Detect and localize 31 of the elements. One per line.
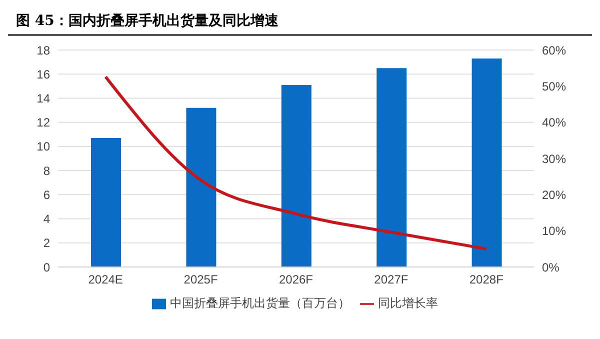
x-tick-label: 2028F [469, 272, 504, 287]
bar [281, 84, 312, 267]
y2-tick-label: 30% [542, 152, 566, 166]
x-tick-label: 2027F [374, 272, 408, 287]
y-tick-label: 14 [36, 91, 50, 106]
y2-tick-label: 50% [542, 79, 566, 94]
bar [376, 68, 407, 267]
y-tick-label: 18 [36, 43, 50, 58]
y-tick-label: 8 [43, 164, 50, 178]
y-tick-label: 16 [36, 67, 50, 82]
y2-tick-label: 60% [542, 43, 566, 58]
y2-tick-label: 40% [542, 116, 566, 130]
x-tick-label: 2026F [278, 272, 314, 287]
x-tick-label: 2024E [88, 272, 123, 287]
y-tick-label: 12 [36, 116, 50, 130]
legend-label: 同比增长率 [378, 296, 438, 310]
bar [472, 58, 502, 267]
legend-label: 中国折叠屏手机出货量（百万台） [170, 296, 350, 310]
bar [186, 108, 216, 267]
y2-tick-label: 10% [542, 224, 566, 238]
line-series [104, 75, 488, 250]
x-tick-label: 2025F [184, 272, 218, 287]
y2-tick-label: 20% [542, 188, 566, 202]
y-tick-label: 10 [36, 140, 50, 154]
y-tick-label: 6 [43, 188, 50, 202]
y-tick-label: 2 [43, 236, 50, 250]
y-tick-label: 4 [43, 212, 50, 226]
y-tick-label: 0 [43, 260, 50, 274]
y2-tick-label: 0% [542, 260, 560, 274]
bar [91, 138, 121, 267]
chart-title: 图 45：国内折叠屏手机出货量及同比增速 [8, 8, 592, 36]
